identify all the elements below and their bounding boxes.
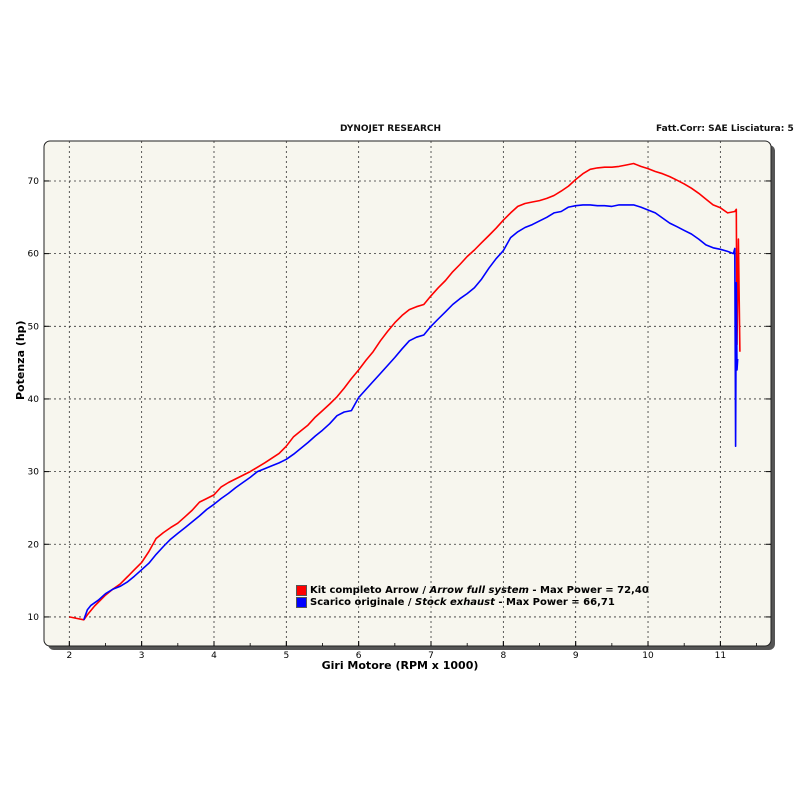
y-tick-label: 50 (28, 322, 40, 332)
x-tick-label: 4 (211, 651, 217, 661)
legend-item-stock: Scarico originale / Stock exhaust - Max … (296, 596, 649, 608)
legend-item-arrow: Kit completo Arrow / Arrow full system -… (296, 584, 649, 596)
legend-label-main: Scarico originale (310, 596, 405, 608)
x-tick-label: 8 (500, 651, 506, 661)
tick-labels: 2 3 4 5 6 7 8 9 10 11 10 20 30 40 50 60 70 (28, 177, 727, 661)
legend-label-suffix: - Max Power = 72,40 (528, 584, 649, 596)
legend: Kit completo Arrow / Arrow full system -… (296, 584, 649, 608)
legend-label-suffix: - Max Power = 66,71 (494, 596, 615, 608)
legend-label-sep: / (418, 584, 430, 596)
x-tick-label: 9 (573, 651, 579, 661)
legend-label-italic: Arrow full system (429, 584, 529, 596)
y-tick-label: 20 (28, 540, 40, 550)
y-tick-label: 10 (28, 613, 40, 623)
y-axis-title: Potenza (hp) (14, 320, 27, 400)
legend-label-sep: / (404, 596, 416, 608)
x-tick-label: 5 (283, 651, 289, 661)
header-left: DYNOJET RESEARCH (340, 124, 442, 134)
x-tick-label: 2 (66, 651, 72, 661)
legend-swatch-arrow (296, 584, 307, 596)
header-right: Fatt.Corr: SAE Lisciatura: 5 (656, 124, 794, 134)
x-tick-label: 11 (715, 651, 726, 661)
legend-label-italic: Stock exhaust (415, 596, 495, 608)
series-lines (69, 162, 741, 621)
x-tick-label: 3 (139, 651, 145, 661)
y-tick-label: 60 (28, 250, 40, 260)
x-tick-label: 6 (356, 651, 362, 661)
series-arrow-line (69, 162, 741, 621)
legend-label-main: Kit completo Arrow (310, 584, 419, 596)
legend-swatch-stock (296, 596, 307, 608)
y-tick-label: 70 (28, 177, 40, 187)
series-stock-line (83, 204, 739, 621)
plot-area (43, 140, 772, 647)
x-tick-label: 10 (642, 651, 654, 661)
x-axis-title: Giri Motore (RPM x 1000) (0, 659, 800, 672)
x-axis-title-text: Giri Motore (RPM x 1000) (321, 659, 479, 672)
y-tick-label: 30 (28, 468, 40, 478)
x-tick-label: 7 (428, 651, 434, 661)
y-tick-label: 40 (28, 395, 40, 405)
